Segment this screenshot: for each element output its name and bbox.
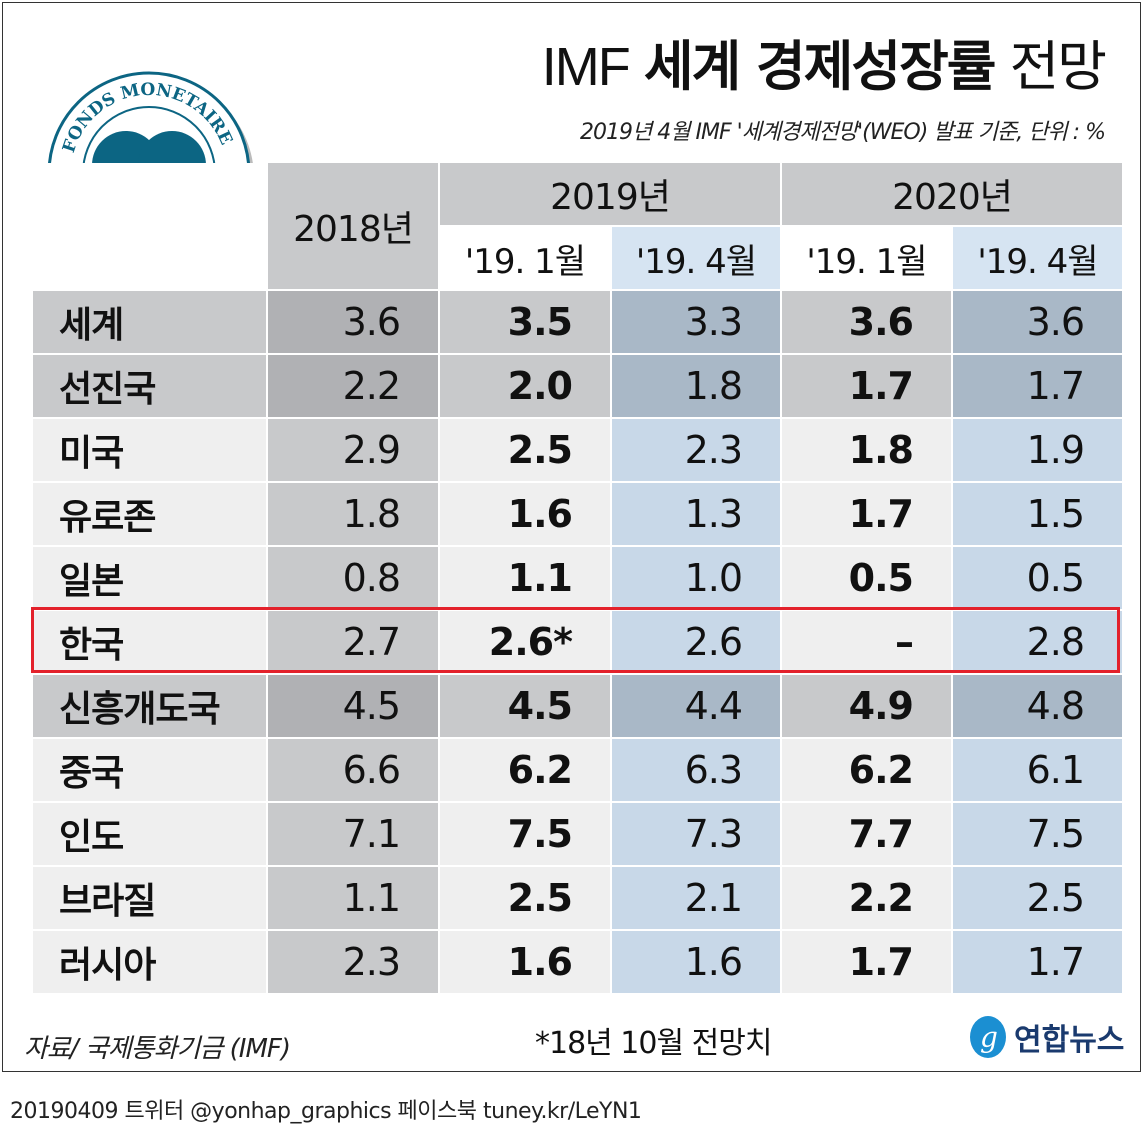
- row-label: 유로존: [33, 483, 266, 545]
- table-cell: 7.5: [953, 803, 1122, 865]
- table-cell: 2.6*: [440, 611, 610, 673]
- title-suffix: 전망: [1009, 37, 1107, 97]
- table-cell: 1.8: [782, 419, 951, 481]
- table-cell: 1.6: [440, 483, 610, 545]
- table-cell: 6.6: [268, 739, 438, 801]
- table-cell: 3.3: [612, 291, 780, 353]
- growth-table: 2018년 2019년 2020년 '19. 1월 '19. 4월 '19. 1…: [33, 163, 1122, 993]
- row-label: 신흥개도국: [33, 675, 266, 737]
- table-cell: 4.8: [953, 675, 1122, 737]
- table-cell: 1.1: [440, 547, 610, 609]
- infographic-frame: [2, 2, 1141, 1072]
- table-cell: 4.9: [782, 675, 951, 737]
- table-cell: 1.5: [953, 483, 1122, 545]
- table-cell: 2.3: [612, 419, 780, 481]
- subheader-2020-jan: '19. 1월: [782, 227, 951, 289]
- yonhap-emblem-icon: g: [970, 1016, 1006, 1058]
- table-cell: 2.5: [440, 419, 610, 481]
- table-cell: 7.5: [440, 803, 610, 865]
- table-cell: 1.6: [440, 931, 610, 993]
- table-cell: 0.5: [782, 547, 951, 609]
- table-cell: 7.1: [268, 803, 438, 865]
- table-cell: 2.8: [953, 611, 1122, 673]
- table-cell: 4.5: [268, 675, 438, 737]
- table-cell: 2.7: [268, 611, 438, 673]
- row-label: 러시아: [33, 931, 266, 993]
- table-cell: 1.7: [782, 931, 951, 993]
- table-cell: 0.8: [268, 547, 438, 609]
- table-cell: 1.0: [612, 547, 780, 609]
- footer-credits: 20190409 트위터 @yonhap_graphics 페이스북 tuney…: [10, 1099, 642, 1124]
- korea-highlight-box: [31, 607, 1120, 673]
- table-cell: 1.9: [953, 419, 1122, 481]
- row-label: 미국: [33, 419, 266, 481]
- corner-empty: [33, 163, 266, 289]
- table-cell: 1.7: [782, 483, 951, 545]
- subheader-2020-apr: '19. 4월: [953, 227, 1122, 289]
- table-cell: –: [782, 611, 951, 673]
- table-cell: 4.5: [440, 675, 610, 737]
- header-2018: 2018년: [268, 163, 438, 289]
- brand-name: 연합뉴스: [1014, 1023, 1125, 1058]
- row-label: 한국: [33, 611, 266, 673]
- table-cell: 1.8: [612, 355, 780, 417]
- footnote: *18년 10월 전망치: [535, 1026, 772, 1061]
- table-cell: 2.5: [953, 867, 1122, 929]
- header-2020: 2020년: [782, 163, 1122, 225]
- svg-text:g: g: [980, 1021, 998, 1054]
- row-label: 일본: [33, 547, 266, 609]
- yonhap-logo: g 연합뉴스: [968, 1015, 1124, 1059]
- table-cell: 2.5: [440, 867, 610, 929]
- table-cell: 1.7: [953, 931, 1122, 993]
- table-cell: 7.3: [612, 803, 780, 865]
- title-bold: 세계 경제성장률: [643, 35, 997, 98]
- table-cell: 1.1: [268, 867, 438, 929]
- row-label: 세계: [33, 291, 266, 353]
- header-2019: 2019년: [440, 163, 780, 225]
- table-cell: 2.9: [268, 419, 438, 481]
- table-cell: 7.7: [782, 803, 951, 865]
- table-cell: 3.6: [953, 291, 1122, 353]
- source: 자료/ 국제통화기금 (IMF): [24, 1034, 291, 1064]
- table-cell: 1.7: [953, 355, 1122, 417]
- table-cell: 0.5: [953, 547, 1122, 609]
- subtitle: 2019년 4월 IMF '세계경제전망'(WEO) 발표 기준, 단위 : %: [580, 120, 1106, 145]
- row-label: 인도: [33, 803, 266, 865]
- row-label: 중국: [33, 739, 266, 801]
- table-cell: 2.3: [268, 931, 438, 993]
- table-cell: 2.0: [440, 355, 610, 417]
- table-cell: 4.4: [612, 675, 780, 737]
- table-cell: 6.2: [782, 739, 951, 801]
- table-cell: 2.2: [782, 867, 951, 929]
- table-cell: 6.3: [612, 739, 780, 801]
- table-cell: 1.3: [612, 483, 780, 545]
- table-cell: 1.8: [268, 483, 438, 545]
- subheader-2019-jan: '19. 1월: [440, 227, 610, 289]
- table-cell: 6.1: [953, 739, 1122, 801]
- table-cell: 3.5: [440, 291, 610, 353]
- row-label: 브라질: [33, 867, 266, 929]
- table-cell: 3.6: [268, 291, 438, 353]
- row-label: 선진국: [33, 355, 266, 417]
- table-cell: 2.2: [268, 355, 438, 417]
- table-cell: 1.7: [782, 355, 951, 417]
- table-cell: 2.6: [612, 611, 780, 673]
- subheader-2019-apr: '19. 4월: [612, 227, 780, 289]
- table-cell: 6.2: [440, 739, 610, 801]
- page-title: IMF 세계 경제성장률 전망: [541, 22, 1107, 101]
- title-prefix: IMF: [541, 37, 631, 97]
- table-cell: 2.1: [612, 867, 780, 929]
- table-cell: 3.6: [782, 291, 951, 353]
- table-cell: 1.6: [612, 931, 780, 993]
